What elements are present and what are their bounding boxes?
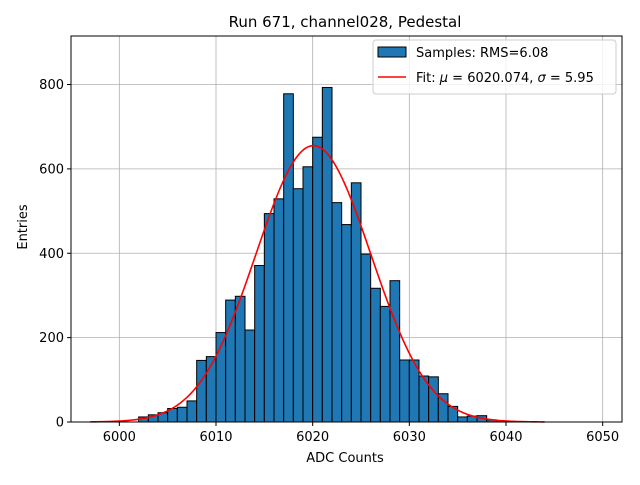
histogram-bar: [457, 416, 468, 423]
legend-samples-label: Samples: RMS=6.08: [416, 46, 548, 61]
y-tick-label: 800: [39, 78, 64, 93]
histogram-bars: [138, 86, 507, 423]
histogram-bar: [234, 295, 246, 423]
histogram-bar: [302, 166, 314, 423]
histogram-bar: [225, 299, 236, 423]
histogram-bar: [292, 188, 304, 423]
histogram-bar: [331, 202, 343, 423]
histogram-bar: [312, 136, 323, 423]
histogram-bar: [370, 287, 381, 423]
x-tick-label: 6050: [586, 430, 619, 445]
y-tick-label: 200: [39, 331, 64, 346]
histogram-bar: [321, 86, 333, 423]
x-tick-label: 6000: [103, 430, 136, 445]
legend-samples-patch: [377, 46, 407, 58]
fit-curve: [90, 144, 545, 423]
axis-ticks: 6000 6010 6020 6030 6040 6050 0 200 400 600 800: [39, 78, 619, 445]
legend-fit-mu-symbol: μ: [439, 71, 448, 86]
legend-fit-prefix: Fit:: [416, 71, 440, 86]
histogram-bar: [399, 359, 410, 423]
legend-fit-mu-value: = 6020.074,: [448, 71, 537, 86]
histogram-bar: [389, 280, 401, 423]
x-axis-title: ADC Counts: [306, 451, 384, 466]
x-tick-label: 6010: [199, 430, 232, 445]
legend: Samples: RMS=6.08 Fit: μ = 6020.074, σ =…: [372, 39, 617, 95]
x-tick-label: 6020: [296, 430, 329, 445]
histogram-bar: [244, 329, 256, 423]
x-tick-label: 6030: [393, 430, 426, 445]
histogram-bar: [196, 359, 207, 423]
histogram-bar: [341, 224, 352, 423]
histogram-bar: [254, 264, 265, 423]
x-tick-label: 6040: [489, 430, 522, 445]
histogram-bar: [283, 93, 294, 423]
histogram-bar: [273, 198, 285, 423]
histogram-bar: [428, 376, 439, 423]
histogram-bar: [379, 305, 391, 423]
legend-fit-sigma-symbol: σ: [538, 71, 547, 86]
histogram-bar: [263, 213, 275, 423]
histogram-bar: [176, 406, 188, 423]
chart-title: Run 671, channel028, Pedestal: [229, 13, 462, 31]
y-tick-label: 400: [39, 247, 64, 262]
legend-fit-label: Fit: μ = 6020.074, σ = 5.95: [416, 71, 594, 86]
y-axis-title: Entries: [16, 204, 31, 250]
axes-frame: [70, 35, 623, 423]
y-tick-label: 0: [56, 416, 64, 431]
histogram-bar: [186, 400, 198, 423]
histogram-bar: [350, 182, 362, 423]
legend-fit-sigma-value: = 5.95: [546, 71, 594, 86]
histogram-bar: [360, 253, 372, 423]
legend-box: [372, 39, 617, 95]
y-tick-label: 600: [39, 162, 64, 177]
